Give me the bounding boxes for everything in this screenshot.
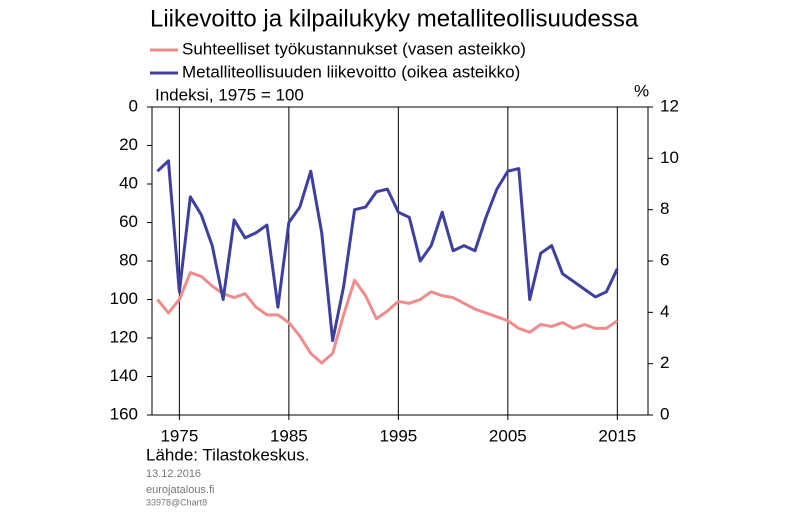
x-tick-label: 2005: [489, 426, 527, 445]
y2-axis-label: %: [634, 81, 649, 100]
y2-tick-label: 2: [660, 353, 669, 372]
legend-label: Suhteelliset työkustannukset (vasen aste…: [182, 39, 526, 58]
data-line: [156, 159, 619, 343]
y2-tick-label: 6: [660, 250, 669, 269]
x-tick-label: 1975: [160, 426, 198, 445]
y-tick-label: 40: [119, 173, 138, 192]
y-tick-label: 140: [110, 366, 138, 385]
site: eurojatalous.fi: [146, 484, 215, 496]
y-tick-label: 120: [110, 327, 138, 346]
legend-label: Metalliteollisuuden liikevoitto (oikea a…: [182, 62, 520, 81]
plot-frame: [151, 106, 649, 416]
y-axis-label: Indeksi, 1975 = 100: [155, 85, 304, 104]
date: 13.12.2016: [146, 468, 201, 480]
y-tick-label: 20: [119, 135, 138, 154]
y-tick-label: 160: [110, 404, 138, 423]
y-tick-label: 100: [110, 289, 138, 308]
data-line: [156, 271, 619, 365]
chart-title: Liikevoitto ja kilpailukyky metalliteoll…: [150, 5, 639, 32]
source: Lähde: Tilastokeskus.: [146, 445, 309, 464]
y2-tick-label: 10: [660, 148, 679, 167]
x-tick-label: 1995: [379, 426, 417, 445]
chart-code: 33978@Chart8: [146, 497, 207, 507]
y2-tick-label: 8: [660, 199, 669, 218]
x-tick-label: 2015: [598, 426, 636, 445]
y2-tick-label: 12: [660, 96, 679, 115]
x-tick-label: 1985: [270, 426, 308, 445]
y-tick-label: 60: [119, 212, 138, 231]
y-tick-label: 80: [119, 250, 138, 269]
y2-tick-label: 4: [660, 302, 669, 321]
y-tick-label: 0: [129, 96, 138, 115]
y2-tick-label: 0: [660, 404, 669, 423]
